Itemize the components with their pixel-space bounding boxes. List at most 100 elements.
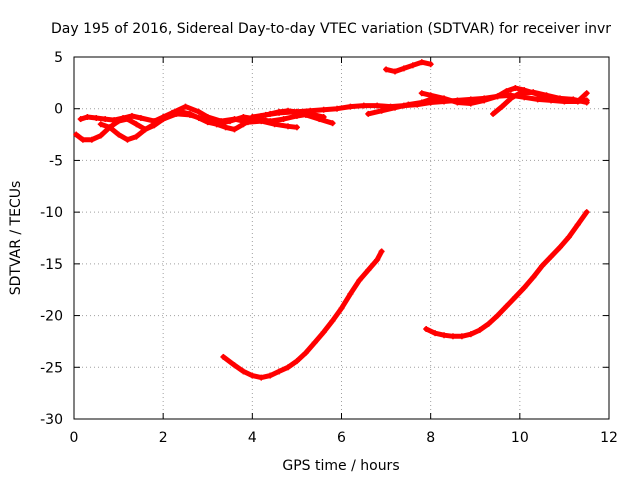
data-point [73,131,80,138]
data-point [329,120,336,127]
data-point [467,331,474,338]
data-point [267,372,274,379]
data-point [311,339,318,346]
data-point [77,116,84,123]
data-point [467,100,474,107]
data-point [79,136,86,143]
data-point [539,262,546,269]
data-point [307,107,314,114]
data-point [133,133,140,140]
data-point [151,121,158,128]
data-point [516,90,523,97]
data-point [102,116,109,123]
data-point [213,121,220,128]
data-point [441,95,448,102]
data-point [293,124,300,131]
data-point [530,274,537,281]
data-point [360,102,367,109]
data-point [258,374,265,381]
data-point [548,253,555,260]
x-tick-label: 6 [337,430,346,446]
data-point [441,332,448,339]
data-point [182,103,189,110]
data-point [320,106,327,113]
data-point [356,277,363,284]
data-point [160,116,167,123]
data-point [418,59,425,66]
data-point [285,364,291,371]
data-point [195,115,202,122]
data-point [285,123,291,130]
data-point [124,136,131,143]
x-tick-label: 2 [159,430,168,446]
data-point [530,89,537,96]
data-point [231,126,238,133]
data-point [262,111,269,118]
data-point [142,126,149,133]
data-point [204,119,211,126]
series-trace [220,248,385,381]
y-tick-label: -25 [40,360,63,376]
data-point [418,99,425,106]
data-point [458,333,465,340]
data-point [240,121,247,128]
data-point [115,118,122,125]
data-point [227,118,234,125]
data-point [97,121,104,128]
data-point [383,66,390,73]
data-point [347,290,354,297]
data-point [124,116,131,123]
data-point [427,92,434,99]
data-point [556,95,563,102]
data-point [128,112,135,119]
data-point [481,97,488,104]
data-point [512,293,519,300]
data-point [432,330,439,337]
y-tick-label: -20 [40,309,63,325]
data-point [574,221,581,228]
data-point [240,113,247,120]
y-tick-label: 5 [54,50,63,66]
data-point [276,109,283,116]
data-point [409,62,416,69]
data-point [454,99,461,106]
data-point [276,368,283,375]
x-tick-label: 4 [248,430,257,446]
data-point [427,61,434,68]
data-point [267,118,274,125]
data-point [178,108,184,115]
x-tick-label: 12 [600,430,618,446]
data-point [570,96,577,103]
data-point [583,99,590,106]
data-point [88,136,95,143]
series-arc-5 [383,59,434,75]
data-point [106,124,113,131]
data-point [400,65,407,72]
x-tick-label: 0 [70,430,79,446]
data-point [316,116,323,123]
data-point [293,358,300,365]
data-point [405,101,412,108]
data-point [93,115,100,122]
data-point [485,320,492,327]
data-point [249,372,256,379]
data-point [494,312,501,319]
data-point [222,124,229,131]
data-point [583,90,590,97]
data-point [449,333,456,340]
x-tick-label: 10 [511,430,529,446]
data-point [565,233,572,240]
data-point [84,113,91,120]
chart-title: Day 195 of 2016, Sidereal Day-to-day VTE… [51,21,611,37]
data-point [521,284,528,291]
series-arc-10 [423,209,590,340]
series-trace [249,92,590,120]
data-point [512,85,519,92]
data-point [365,110,372,117]
data-point [392,68,398,75]
data-point [347,103,354,110]
data-point [280,116,287,123]
data-point [583,209,590,216]
data-point [418,90,425,97]
